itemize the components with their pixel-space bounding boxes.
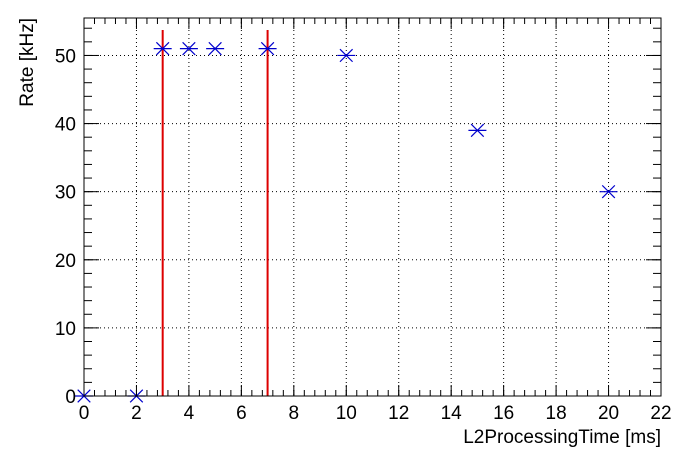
y-tick-label: 30 [55,183,76,204]
threshold-lines [161,30,269,396]
plot-frame [83,17,662,397]
data-point [179,41,198,56]
y-tick-label: 40 [55,115,76,136]
axis-ticks [83,18,662,397]
x-tick-label: 0 [79,403,90,424]
x-tick-label: 10 [336,403,357,424]
data-point [337,48,356,63]
data-point [206,41,225,56]
x-tick-label: 12 [388,403,409,424]
y-tick-label: 0 [65,387,76,408]
x-tick-label: 16 [493,403,514,424]
data-point [153,41,172,56]
x-tick-labels: 0 2 4 6 8 10 12 14 16 18 20 22 [79,403,672,424]
x-tick-label: 22 [650,403,671,424]
y-tick-label: 10 [55,319,76,340]
data-point [599,184,618,199]
grid-lines [84,18,661,396]
x-tick-label: 4 [184,403,195,424]
x-tick-label: 2 [131,403,142,424]
x-tick-label: 18 [546,403,567,424]
y-tick-labels: 0 10 20 30 40 50 [55,46,76,408]
x-tick-label: 6 [236,403,247,424]
x-tick-label: 20 [598,403,619,424]
plot-background [84,18,661,396]
y-tick-label: 20 [55,251,76,272]
y-tick-label: 50 [55,46,76,67]
y-axis-title: Rate [kHz] [17,18,38,107]
x-tick-label: 14 [441,403,463,424]
x-axis-title: L2ProcessingTime [ms] [463,427,661,448]
x-tick-label: 8 [289,403,300,424]
data-point [258,41,277,56]
data-point [468,123,487,138]
